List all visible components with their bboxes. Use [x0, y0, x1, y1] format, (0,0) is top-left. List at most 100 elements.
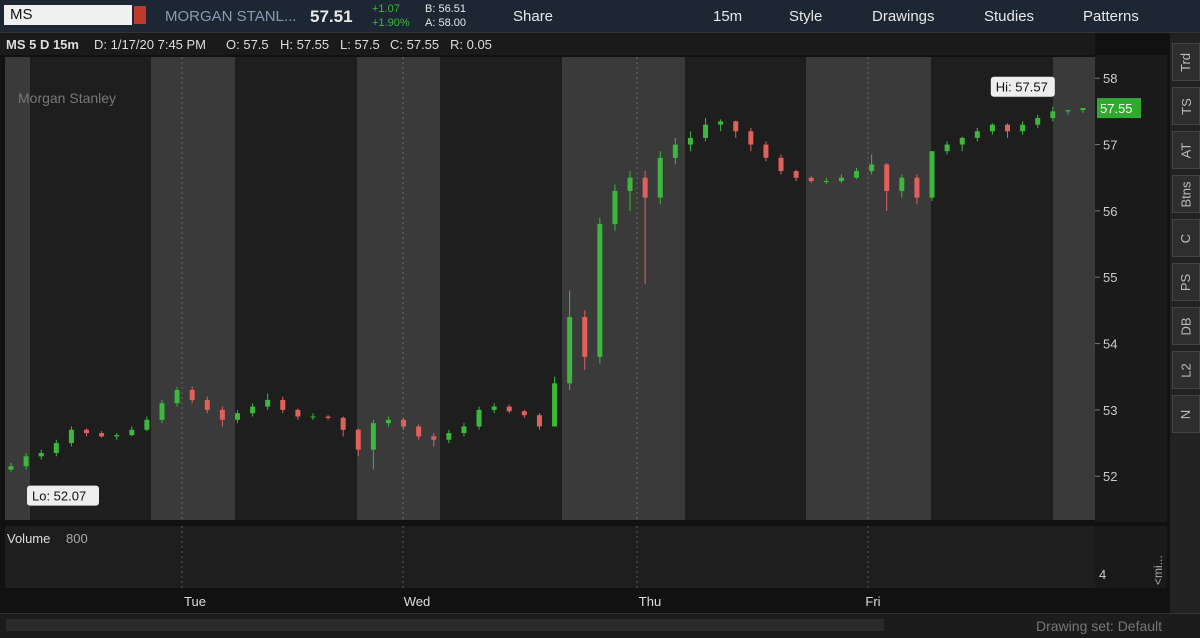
change-pct: +1.90%	[372, 17, 410, 29]
candle-body	[869, 164, 875, 172]
studies-button[interactable]: Studies	[984, 8, 1035, 25]
candle-body	[838, 177, 844, 182]
candle-body	[295, 409, 301, 417]
tab-label: Btns	[1178, 180, 1194, 208]
candle-body	[793, 171, 799, 178]
change: +1.07	[372, 3, 400, 15]
patterns-button[interactable]: Patterns	[1083, 8, 1139, 25]
candle-body	[823, 181, 829, 183]
link-icon[interactable]	[134, 6, 146, 24]
scrollbar[interactable]	[6, 619, 884, 631]
last-price-label: 57.55	[1100, 101, 1133, 116]
candle-body	[672, 144, 678, 158]
tab-label: L2	[1178, 362, 1194, 378]
candle-body	[582, 317, 588, 357]
y-tick-label: 53	[1103, 403, 1117, 418]
sidebar-tab[interactable]: N	[1172, 395, 1200, 433]
candle-body	[476, 409, 482, 427]
timeframe-button[interactable]: 15m	[713, 8, 743, 25]
candle-body	[536, 415, 542, 427]
candle-body	[234, 413, 240, 420]
x-label: Wed	[404, 594, 431, 609]
high-label: Hi: 57.57	[996, 80, 1048, 95]
candle-body	[144, 419, 150, 430]
tab-label: N	[1178, 409, 1194, 419]
candle-body	[854, 171, 860, 178]
candle-body	[280, 399, 286, 410]
candle-body	[461, 426, 467, 434]
sidebar-tab[interactable]: DB	[1172, 307, 1200, 345]
session-band	[30, 57, 151, 520]
tab-label: AT	[1178, 142, 1194, 158]
candle-body	[506, 406, 512, 412]
sidebar: Trd TS AT Btns C PS DB L2 N	[1170, 33, 1200, 613]
share-button[interactable]: Share	[513, 8, 554, 25]
candle-body	[355, 429, 361, 450]
candle-body	[8, 466, 14, 470]
drawings-button[interactable]: Drawings	[872, 8, 935, 25]
high-box	[990, 76, 1055, 97]
x-label: Fri	[865, 594, 880, 609]
bar-high: H: 57.55	[280, 37, 330, 52]
volume-label: Volume	[7, 531, 50, 546]
candle-body	[174, 389, 180, 404]
info-bar: MS 5 D 15m D: 1/17/20 7:45 PM O: 57.5 H:…	[0, 33, 1095, 55]
drawing-set[interactable]: Drawing set: Default	[1036, 618, 1163, 634]
x-label: Tue	[184, 594, 206, 609]
candle-body	[974, 131, 980, 138]
sidebar-tab[interactable]: Trd	[1172, 43, 1200, 81]
candle-body	[189, 389, 195, 400]
candle-body	[325, 416, 331, 418]
candle-body	[642, 177, 648, 198]
candle-body	[1035, 118, 1041, 125]
y-tick-label: 57	[1103, 138, 1117, 153]
sidebar-tab[interactable]: AT	[1172, 131, 1200, 169]
watermark: Morgan Stanley	[18, 90, 116, 106]
bar-open: O: 57.5	[226, 37, 269, 52]
sidebar-tab[interactable]: PS	[1172, 263, 1200, 301]
candle-body	[265, 399, 271, 407]
candle-body	[491, 406, 497, 410]
session-band	[440, 57, 562, 520]
bid: B: 56.51	[425, 3, 466, 15]
candle-body	[219, 409, 225, 420]
candle-body	[340, 417, 346, 430]
price-axis	[1095, 55, 1167, 522]
candle-body	[989, 124, 995, 132]
symbol-box[interactable]: MS	[4, 5, 132, 25]
chart: Morgan Stanley 52 53 54 55 56 57 58 Hi: 57.57 Lo:…	[5, 55, 1167, 609]
candle-body	[899, 177, 905, 191]
last-price: 57.51	[310, 7, 353, 26]
style-button[interactable]: Style	[789, 8, 823, 25]
candle-body	[567, 317, 573, 384]
candle-body	[884, 164, 890, 191]
company: MORGAN STANL...	[165, 8, 297, 25]
sidebar-tab[interactable]: C	[1172, 219, 1200, 257]
candle-body	[612, 190, 618, 225]
y-tick-label: 55	[1103, 270, 1117, 285]
candle-body	[703, 124, 709, 138]
footer: Drawing set: Default	[0, 613, 1200, 638]
candle-body	[99, 433, 105, 437]
volume-axis	[1095, 526, 1167, 588]
candle-body	[114, 435, 120, 437]
candle-body	[1080, 108, 1086, 111]
candle-body	[944, 144, 950, 152]
y-tick-label: 56	[1103, 204, 1117, 219]
candle-body	[1005, 124, 1011, 132]
candle-body	[687, 137, 693, 145]
candle-body	[552, 383, 558, 427]
sidebar-tab[interactable]: Btns	[1172, 175, 1200, 213]
session-band	[235, 57, 357, 520]
sidebar-tab[interactable]: TS	[1172, 87, 1200, 125]
sidebar-tab[interactable]: L2	[1172, 351, 1200, 389]
volume-reading: 800	[66, 531, 88, 546]
tab-label: C	[1178, 233, 1194, 243]
candle-body	[808, 177, 814, 182]
candle-body	[129, 429, 135, 436]
candle-body	[310, 416, 316, 418]
candle-body	[370, 423, 376, 450]
candle-body	[68, 429, 74, 444]
candle-body	[627, 177, 633, 191]
